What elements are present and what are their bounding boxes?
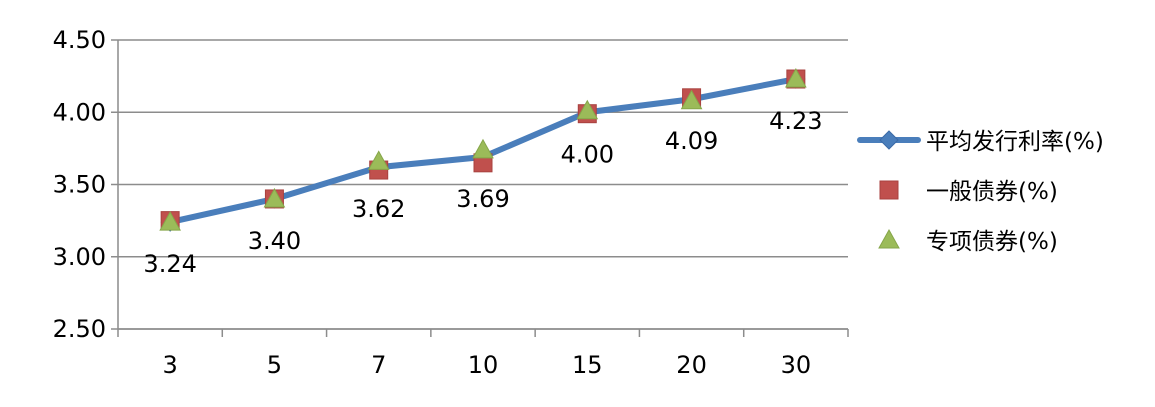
y-tick-labels: 2.50 3.00 3.50 4.00 4.50: [53, 26, 106, 343]
y-tick-label: 4.50: [53, 26, 106, 54]
legend-label: 一般债券(%): [926, 179, 1058, 205]
x-tick-labels: 3 5 7 10 15 20 30: [163, 351, 812, 379]
data-point-triangle: [576, 99, 599, 120]
series-2: [159, 67, 807, 231]
x-tick-label: 3: [163, 351, 178, 379]
x-tick-label: 15: [572, 351, 603, 379]
legend-item-0: 平均发行利率(%): [857, 129, 1104, 155]
y-tick-label: 3.00: [53, 243, 106, 271]
data-point-triangle: [159, 211, 181, 231]
data-label: 4.00: [561, 140, 614, 168]
legend-label: 平均发行利率(%): [926, 129, 1104, 155]
data-point-triangle: [367, 150, 390, 170]
legend-marker-diamond: [879, 130, 899, 150]
data-point-triangle: [785, 67, 807, 88]
data-labels: 3.24 3.40 3.62 3.69 4.00 4.09 4.23: [143, 107, 822, 278]
series: [159, 67, 807, 232]
data-point-triangle: [263, 187, 286, 208]
legend-item-2: 专项债券(%): [878, 228, 1058, 255]
data-label: 3.62: [352, 195, 405, 223]
legend-marker-triangle: [878, 228, 900, 249]
data-label: 4.23: [769, 107, 822, 135]
legend-item-1: 一般债券(%): [879, 179, 1058, 205]
y-tick-label: 4.00: [53, 98, 106, 126]
data-point-triangle: [472, 138, 494, 159]
data-label: 3.40: [248, 227, 301, 255]
y-tick-label: 2.50: [53, 315, 106, 343]
legend-label: 专项债券(%): [926, 229, 1058, 255]
y-tick-label: 3.50: [53, 171, 106, 199]
x-tick-label: 30: [781, 351, 812, 379]
x-tick-label: 10: [468, 351, 499, 379]
data-point-triangle: [680, 89, 703, 110]
axes: [111, 39, 849, 337]
data-label: 3.24: [143, 250, 196, 278]
legend: 平均发行利率(%) 一般债券(%) 专项债券(%): [857, 129, 1104, 255]
x-tick-label: 5: [267, 351, 282, 379]
x-tick-label: 7: [371, 351, 386, 379]
data-label: 3.69: [456, 185, 509, 213]
data-label: 4.09: [665, 127, 718, 155]
legend-marker-square: [879, 180, 899, 200]
x-tick-label: 20: [676, 351, 707, 379]
